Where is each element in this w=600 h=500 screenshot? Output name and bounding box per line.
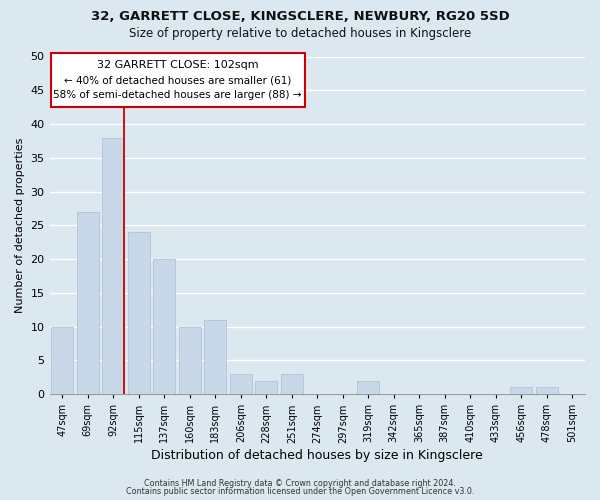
- Text: 32, GARRETT CLOSE, KINGSCLERE, NEWBURY, RG20 5SD: 32, GARRETT CLOSE, KINGSCLERE, NEWBURY, …: [91, 10, 509, 23]
- Bar: [205, 320, 226, 394]
- Bar: [511, 388, 532, 394]
- Text: ← 40% of detached houses are smaller (61): ← 40% of detached houses are smaller (61…: [64, 75, 292, 85]
- Bar: [154, 259, 175, 394]
- Bar: [536, 388, 557, 394]
- Text: Size of property relative to detached houses in Kingsclere: Size of property relative to detached ho…: [129, 28, 471, 40]
- Bar: [358, 380, 379, 394]
- Text: 58% of semi-detached houses are larger (88) →: 58% of semi-detached houses are larger (…: [53, 90, 302, 101]
- X-axis label: Distribution of detached houses by size in Kingsclere: Distribution of detached houses by size …: [151, 450, 483, 462]
- Text: Contains HM Land Registry data © Crown copyright and database right 2024.: Contains HM Land Registry data © Crown c…: [144, 478, 456, 488]
- FancyBboxPatch shape: [51, 53, 305, 107]
- Bar: [256, 380, 277, 394]
- Bar: [230, 374, 251, 394]
- Bar: [281, 374, 302, 394]
- Text: Contains public sector information licensed under the Open Government Licence v3: Contains public sector information licen…: [126, 487, 474, 496]
- Text: 32 GARRETT CLOSE: 102sqm: 32 GARRETT CLOSE: 102sqm: [97, 60, 259, 70]
- Bar: [52, 326, 73, 394]
- Bar: [179, 326, 200, 394]
- Y-axis label: Number of detached properties: Number of detached properties: [15, 138, 25, 313]
- Bar: [103, 138, 124, 394]
- Bar: [77, 212, 98, 394]
- Bar: [128, 232, 149, 394]
